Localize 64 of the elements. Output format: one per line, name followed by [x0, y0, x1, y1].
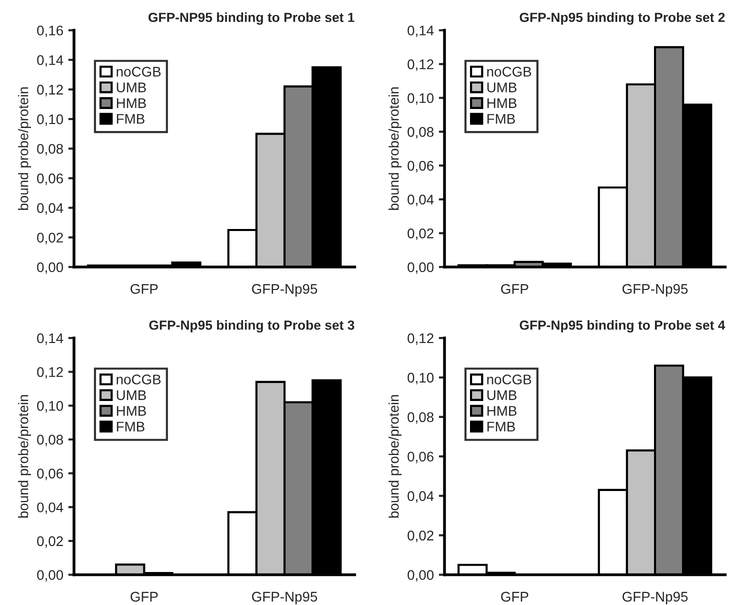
y-tick-label: 0,02 [37, 536, 63, 548]
y-tick-label: 0,00 [37, 262, 64, 274]
chart-title: GFP-NP95 binding to Probe set 1 [148, 12, 354, 25]
legend-label: FMB [116, 422, 144, 432]
legend-label: FMB [487, 114, 515, 124]
legend-label: UMB [487, 390, 516, 400]
y-tick-label: 0,06 [37, 468, 63, 480]
y-tick-label: 0,12 [408, 59, 434, 71]
y-tick-label: 0,00 [37, 570, 64, 582]
legend-label: FMB [116, 114, 144, 124]
legend-label: HMB [116, 98, 146, 108]
y-axis-title: bound probe/protein [18, 395, 31, 518]
y-tick-label: 0,12 [37, 367, 63, 379]
y-tick-label: 0,10 [37, 114, 64, 126]
y-tick-label: 0,10 [408, 372, 434, 384]
legend-label: FMB [487, 422, 515, 432]
legend-label: HMB [487, 98, 516, 108]
y-tick-label: 0,10 [37, 400, 64, 412]
y-tick-label: 0,08 [37, 144, 63, 156]
legend-label: UMB [116, 82, 146, 92]
y-axis-title: bound probe/protein [388, 87, 402, 210]
y-tick-label: 0,12 [37, 84, 63, 96]
y-tick-label: 0,10 [408, 93, 434, 105]
x-tick-label: GFP [501, 284, 528, 294]
y-axis-title: bound probe/protein [388, 395, 402, 518]
y-tick-label: 0,16 [37, 26, 63, 38]
legend-label: UMB [116, 390, 146, 400]
y-axis-title: bound probe/protein [18, 87, 31, 210]
y-tick-label: 0,08 [408, 127, 434, 139]
y-tick-label: 0,04 [37, 502, 64, 514]
y-tick-label: 0,14 [37, 55, 64, 67]
y-tick-label: 0,04 [408, 491, 434, 503]
x-tick-label: GFP-Np95 [622, 284, 688, 297]
x-tick-label: GFP-Np95 [622, 592, 688, 604]
x-tick-label: GFP-Np95 [252, 284, 318, 297]
y-tick-label: 0,02 [408, 228, 434, 240]
x-tick-label: GFP [130, 592, 158, 602]
legend-label: noCGB [116, 66, 161, 77]
y-tick-label: 0,02 [37, 232, 63, 244]
x-tick-label: GFP [501, 592, 528, 602]
x-tick-label: GFP-Np95 [252, 592, 318, 604]
y-tick-label: 0,06 [408, 452, 434, 464]
y-tick-label: 0,14 [408, 26, 434, 38]
x-tick-label: GFP [130, 284, 158, 294]
legend-label: HMB [116, 406, 146, 416]
y-tick-label: 0,00 [408, 262, 434, 274]
y-tick-label: 0,06 [408, 160, 434, 172]
chart-title: GFP-Np95 binding to Probe set 4 [520, 320, 726, 332]
y-tick-label: 0,02 [408, 530, 434, 542]
y-tick-label: 0,08 [37, 434, 63, 446]
legend-label: noCGB [116, 374, 161, 384]
y-tick-label: 0,06 [37, 174, 63, 186]
legend-label: noCGB [487, 374, 532, 384]
y-tick-label: 0,12 [408, 333, 434, 345]
y-tick-label: 0,04 [408, 194, 434, 206]
legend-label: noCGB [487, 66, 532, 77]
legend-label: HMB [487, 406, 516, 416]
legend-label: UMB [487, 82, 516, 92]
y-tick-label: 0,00 [408, 570, 434, 582]
chart-title: GFP-Np95 binding to Probe set 3 [149, 320, 354, 332]
y-tick-label: 0,04 [37, 203, 64, 215]
y-tick-label: 0,08 [408, 412, 434, 424]
y-tick-label: 0,14 [37, 333, 64, 345]
chart-title: GFP-Np95 binding to Probe set 2 [520, 12, 725, 25]
